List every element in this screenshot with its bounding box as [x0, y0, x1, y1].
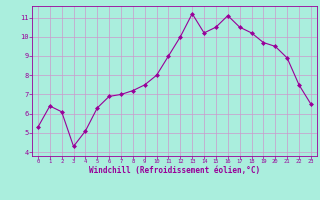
X-axis label: Windchill (Refroidissement éolien,°C): Windchill (Refroidissement éolien,°C) — [89, 166, 260, 175]
